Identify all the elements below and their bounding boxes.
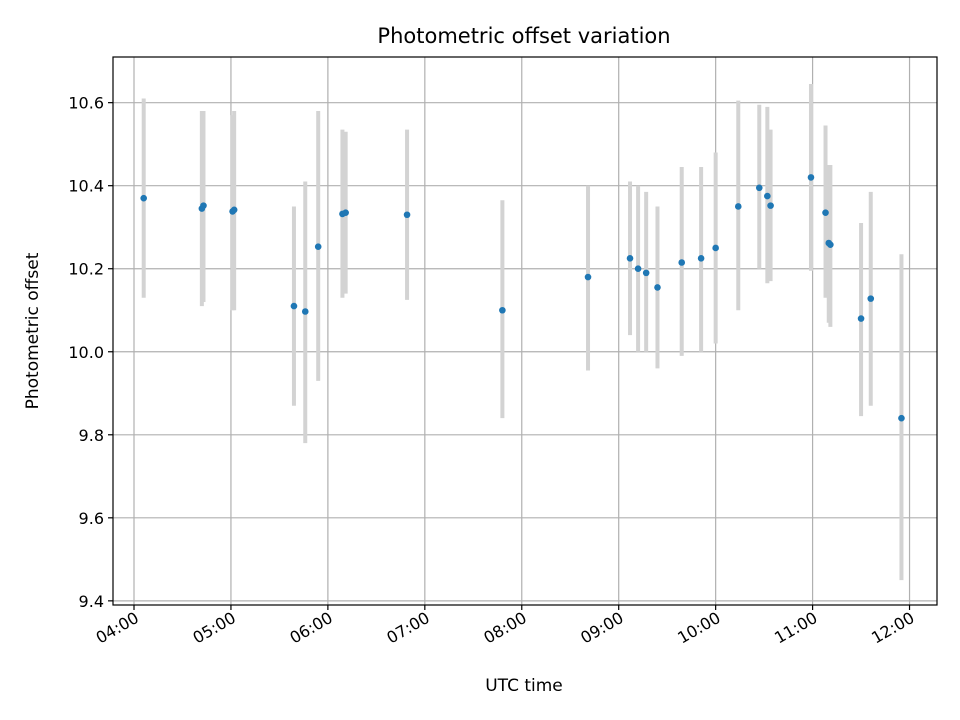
- chart-title: Photometric offset variation: [377, 24, 670, 48]
- x-tick-label: 08:00: [480, 608, 529, 648]
- data-point: [767, 202, 774, 209]
- data-point: [499, 306, 506, 314]
- data-point: [827, 241, 834, 248]
- y-tick-label: 9.8: [79, 426, 104, 445]
- data-point: [867, 295, 875, 302]
- x-tick-label: 10:00: [674, 608, 723, 648]
- data-point: [654, 284, 661, 291]
- data-point: [584, 273, 592, 281]
- data-point: [734, 203, 742, 210]
- y-axis-label: Photometric offset: [23, 252, 43, 409]
- data-point: [764, 192, 771, 200]
- x-tick-label: 09:00: [577, 608, 626, 648]
- error-bars: [141, 83, 904, 581]
- data-point: [314, 243, 322, 251]
- y-tick-label: 9.6: [79, 509, 104, 528]
- data-point: [403, 211, 411, 219]
- data-point: [301, 308, 309, 315]
- y-tick-label: 10.0: [68, 343, 104, 362]
- data-points: [140, 174, 905, 422]
- x-axis-label: UTC time: [485, 676, 563, 696]
- data-point: [230, 206, 238, 214]
- data-point: [678, 259, 686, 266]
- data-point: [342, 209, 349, 216]
- data-point: [807, 174, 815, 181]
- data-point: [822, 209, 829, 216]
- x-tick-label: 07:00: [383, 608, 432, 648]
- x-tick-label: 11:00: [771, 608, 820, 648]
- data-point: [200, 202, 207, 209]
- data-point: [626, 255, 634, 262]
- data-point: [857, 315, 865, 322]
- x-tick-label: 04:00: [93, 608, 142, 648]
- data-point: [712, 244, 719, 252]
- data-point: [642, 269, 650, 277]
- data-point: [140, 194, 147, 202]
- grid: [113, 57, 937, 605]
- y-tick-label: 10.2: [68, 260, 104, 279]
- data-point: [755, 184, 763, 192]
- y-tick-label: 9.4: [79, 592, 104, 611]
- y-tick-label: 10.6: [68, 94, 104, 113]
- x-tick-label: 06:00: [286, 608, 335, 648]
- data-point: [898, 414, 905, 422]
- data-point: [697, 255, 705, 262]
- y-tick-label: 10.4: [68, 177, 104, 196]
- plot-frame: [112, 56, 938, 606]
- data-point: [290, 302, 298, 310]
- data-point: [634, 265, 642, 273]
- x-tick-label: 12:00: [868, 608, 917, 648]
- y-axis-ticks: 9.4 9.6 9.8 10.0 10.2 10.4 10.6: [68, 94, 113, 611]
- x-axis-ticks: 04:00 05:00 06:00 07:00 08:00 09:00 10:00 11:00…: [93, 605, 918, 648]
- x-tick-label: 05:00: [190, 608, 239, 648]
